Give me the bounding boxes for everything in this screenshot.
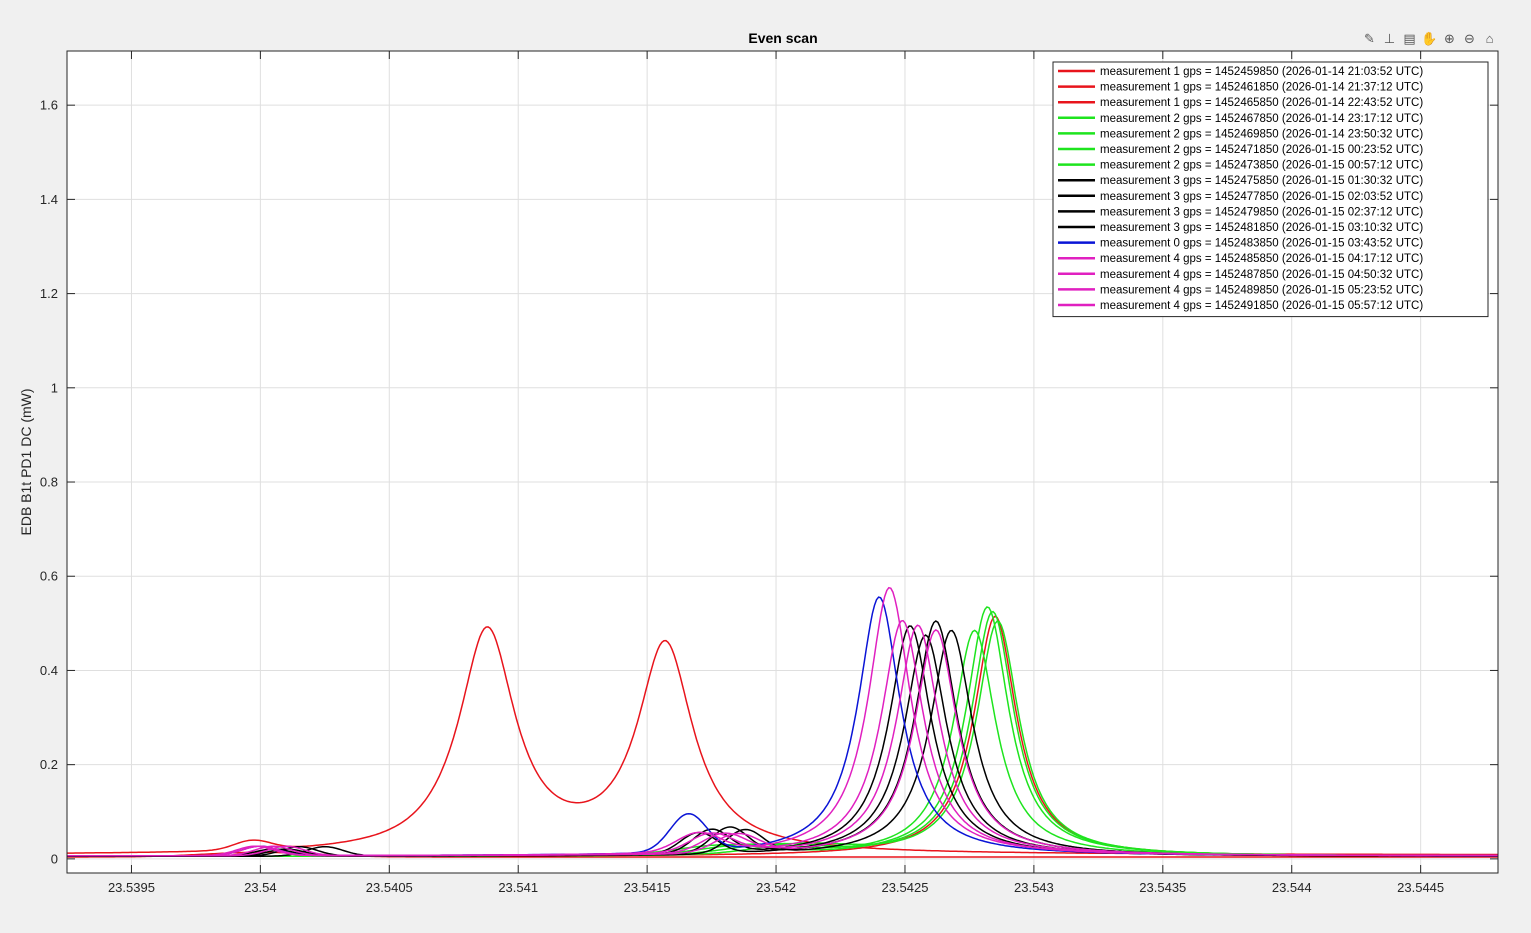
series-line-15 [67, 628, 1498, 857]
y-tick-label: 0.6 [40, 569, 58, 584]
x-tick-label: 23.543 [1014, 880, 1054, 895]
x-tick-label: 23.544 [1272, 880, 1312, 895]
x-tick-label: 23.5435 [1139, 880, 1186, 895]
series-group [67, 586, 1498, 858]
legend-entry-8[interactable]: measurement 3 gps = 1452477850 (2026-01-… [1100, 191, 1423, 203]
chart-title: Even scan [748, 30, 817, 46]
y-axis-label: EDB B1t PD1 DC (mW) [18, 388, 34, 535]
zoom-in-icon[interactable]: ⊕ [1444, 30, 1455, 46]
y-tick-label: 1.6 [40, 98, 58, 113]
legend-entry-2[interactable]: measurement 1 gps = 1452465850 (2026-01-… [1100, 97, 1423, 109]
legend[interactable]: measurement 1 gps = 1452459850 (2026-01-… [1052, 61, 1489, 318]
x-tick-label: 23.542 [756, 880, 796, 895]
brush-icon[interactable]: ✎ [1364, 30, 1375, 46]
home-icon[interactable]: ⌂ [1485, 31, 1494, 46]
pan-icon[interactable]: ✋ [1421, 30, 1438, 46]
y-tick-label: 0 [51, 851, 58, 866]
legend-box [1052, 61, 1489, 318]
legend-entry-4[interactable]: measurement 2 gps = 1452469850 (2026-01-… [1100, 128, 1423, 140]
y-tick-label: 1 [51, 380, 58, 395]
zoom-out-icon[interactable]: ⊖ [1464, 30, 1475, 46]
legend-entry-9[interactable]: measurement 3 gps = 1452479850 (2026-01-… [1100, 206, 1423, 218]
legend-entry-11[interactable]: measurement 0 gps = 1452483850 (2026-01-… [1100, 238, 1423, 250]
y-tick-label: 0.4 [40, 663, 58, 678]
legend-entry-10[interactable]: measurement 3 gps = 1452481850 (2026-01-… [1100, 222, 1423, 234]
legend-entry-7[interactable]: measurement 3 gps = 1452475850 (2026-01-… [1100, 175, 1423, 187]
legend-entry-5[interactable]: measurement 2 gps = 1452471850 (2026-01-… [1100, 144, 1423, 156]
axes-frame [66, 50, 1499, 874]
legend-entry-6[interactable]: measurement 2 gps = 1452473850 (2026-01-… [1100, 160, 1423, 172]
y-tick-label: 1.2 [40, 286, 58, 301]
axes-toolbar: ✎ ⊥ ▤ ✋ ⊕ ⊖ ⌂ [1360, 29, 1499, 48]
legend-entry-14[interactable]: measurement 4 gps = 1452489850 (2026-01-… [1100, 284, 1423, 296]
x-tick-label: 23.5425 [881, 880, 928, 895]
x-tick-label: 23.5445 [1397, 880, 1444, 895]
y-tick-label: 0.2 [40, 757, 58, 772]
x-tick-label: 23.5395 [108, 880, 155, 895]
legend-entry-13[interactable]: measurement 4 gps = 1452487850 (2026-01-… [1100, 269, 1423, 281]
x-tick-label: 23.541 [498, 880, 538, 895]
restore-view-icon[interactable]: ▤ [1403, 30, 1416, 46]
legend-entry-12[interactable]: measurement 4 gps = 1452485850 (2026-01-… [1100, 253, 1423, 265]
data-tips-icon[interactable]: ⊥ [1383, 30, 1396, 46]
legend-entry-0[interactable]: measurement 1 gps = 1452459850 (2026-01-… [1100, 66, 1423, 78]
x-tick-label: 23.5415 [624, 880, 671, 895]
legend-entry-1[interactable]: measurement 1 gps = 1452461850 (2026-01-… [1100, 82, 1423, 94]
y-tick-label: 1.4 [40, 192, 58, 207]
x-tick-label: 23.5405 [366, 880, 413, 895]
legend-entry-3[interactable]: measurement 2 gps = 1452467850 (2026-01-… [1100, 113, 1423, 125]
axis-ticks: 23.5395 23.54 23.5405 23.541 23.5415 23.542 23… [40, 51, 1498, 895]
y-tick-label: 0.8 [40, 475, 58, 490]
legend-entry-15[interactable]: measurement 4 gps = 1452491850 (2026-01-… [1100, 300, 1423, 312]
x-tick-label: 23.54 [244, 880, 277, 895]
